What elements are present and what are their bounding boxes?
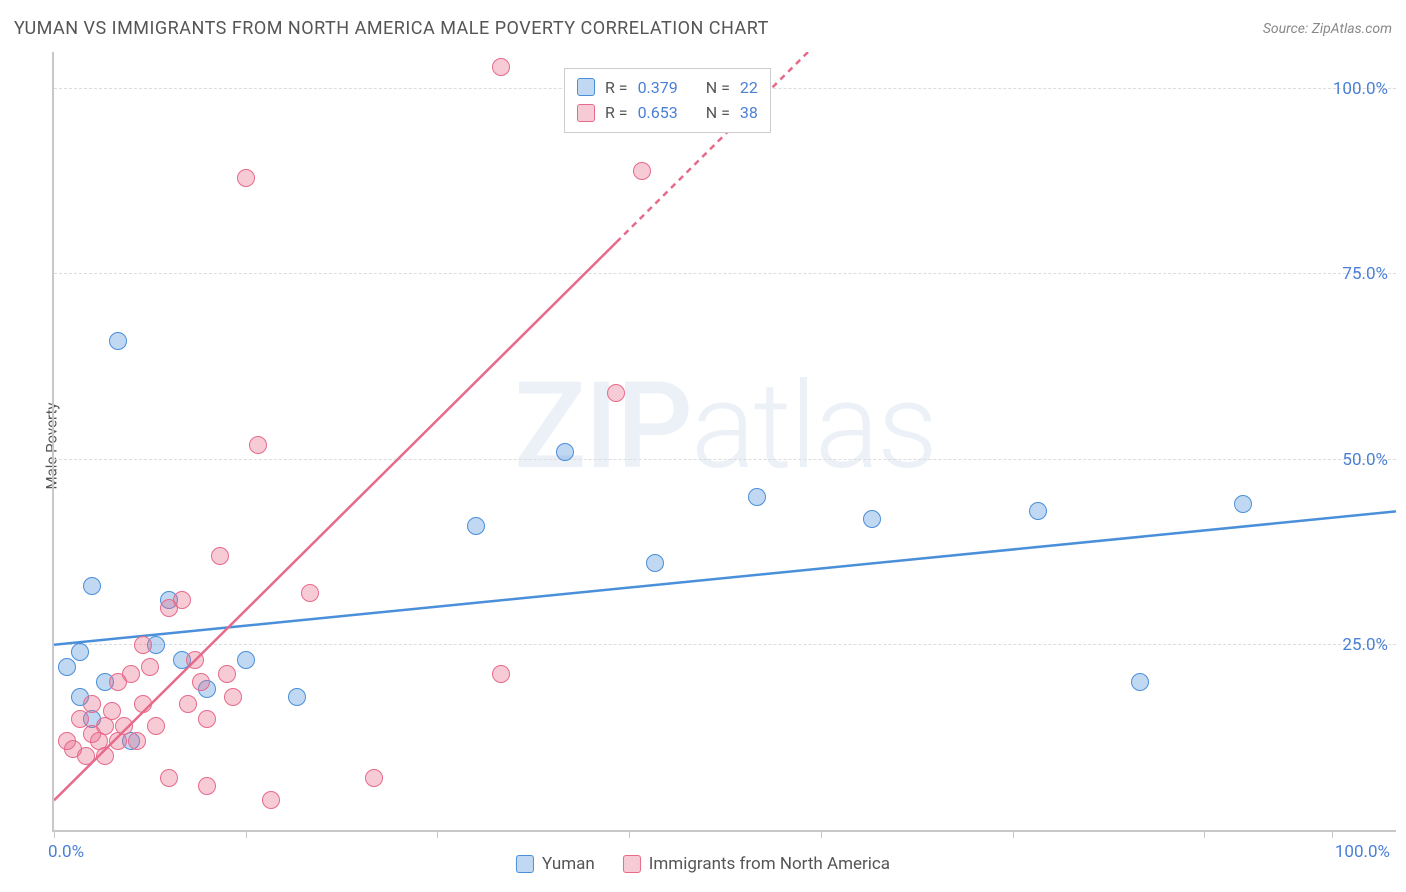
- legend-swatch: [516, 855, 534, 873]
- y-tick-label: 100.0%: [1333, 79, 1388, 99]
- y-tick-label: 25.0%: [1342, 635, 1388, 655]
- stats-legend: R = 0.379 N = 22 R = 0.653 N = 38: [564, 68, 771, 133]
- series-legend: Yuman Immigrants from North America: [516, 854, 890, 874]
- data-point: [1029, 502, 1047, 520]
- scatter-plot: ZIPatlas 25.0%50.0%75.0%100.0%0.0%100.0%…: [52, 52, 1396, 832]
- data-point: [1234, 495, 1252, 513]
- legend-swatch: [623, 855, 641, 873]
- legend-label: Immigrants from North America: [649, 854, 890, 874]
- n-value: 38: [740, 100, 758, 126]
- data-point: [218, 665, 236, 683]
- data-point: [237, 651, 255, 669]
- data-point: [198, 710, 216, 728]
- data-point: [288, 688, 306, 706]
- r-label: R =: [605, 100, 628, 126]
- x-tick: [1204, 830, 1205, 838]
- data-point: [109, 332, 127, 350]
- stats-row: R = 0.653 N = 38: [577, 100, 758, 126]
- data-point: [646, 554, 664, 572]
- data-point: [365, 769, 383, 787]
- legend-item: Yuman: [516, 854, 595, 874]
- data-point: [173, 591, 191, 609]
- data-point: [128, 732, 146, 750]
- data-point: [863, 510, 881, 528]
- data-point: [96, 747, 114, 765]
- data-point: [467, 517, 485, 535]
- n-label: N =: [706, 100, 730, 126]
- data-point: [71, 643, 89, 661]
- data-point: [301, 584, 319, 602]
- x-tick: [821, 830, 822, 838]
- data-point: [1131, 673, 1149, 691]
- n-label: N =: [706, 75, 730, 101]
- data-point: [556, 443, 574, 461]
- x-tick-label: 100.0%: [1335, 842, 1390, 862]
- x-tick: [246, 830, 247, 838]
- n-value: 22: [740, 75, 758, 101]
- gridline: [54, 644, 1396, 645]
- y-tick-label: 50.0%: [1342, 450, 1388, 470]
- data-point: [71, 710, 89, 728]
- data-point: [122, 665, 140, 683]
- x-tick-label: 0.0%: [48, 842, 84, 862]
- watermark-bold: ZIP: [514, 357, 691, 497]
- legend-swatch: [577, 104, 595, 122]
- data-point: [237, 169, 255, 187]
- data-point: [186, 651, 204, 669]
- data-point: [134, 636, 152, 654]
- data-point: [115, 717, 133, 735]
- watermark-light: atlas: [691, 357, 936, 497]
- legend-swatch: [577, 78, 595, 96]
- x-tick: [54, 830, 55, 838]
- legend-item: Immigrants from North America: [623, 854, 890, 874]
- data-point: [179, 695, 197, 713]
- data-point: [198, 777, 216, 795]
- legend-label: Yuman: [542, 854, 595, 874]
- x-tick: [437, 830, 438, 838]
- data-point: [492, 665, 510, 683]
- data-point: [492, 58, 510, 76]
- data-point: [147, 717, 165, 735]
- chart-title: YUMAN VS IMMIGRANTS FROM NORTH AMERICA M…: [14, 18, 769, 39]
- x-tick: [1013, 830, 1014, 838]
- data-point: [77, 747, 95, 765]
- data-point: [160, 769, 178, 787]
- data-point: [633, 162, 651, 180]
- data-point: [249, 436, 267, 454]
- data-point: [83, 577, 101, 595]
- r-value: 0.653: [638, 100, 678, 126]
- data-point: [211, 547, 229, 565]
- gridline: [54, 273, 1396, 274]
- source-attribution: Source: ZipAtlas.com: [1263, 21, 1392, 37]
- x-tick: [1332, 830, 1333, 838]
- x-tick: [629, 830, 630, 838]
- data-point: [58, 658, 76, 676]
- data-point: [224, 688, 242, 706]
- data-point: [141, 658, 159, 676]
- y-tick-label: 75.0%: [1342, 264, 1388, 284]
- r-label: R =: [605, 75, 628, 101]
- watermark: ZIPatlas: [514, 357, 936, 497]
- data-point: [192, 673, 210, 691]
- gridline: [54, 459, 1396, 460]
- data-point: [134, 695, 152, 713]
- r-value: 0.379: [638, 75, 678, 101]
- chart-header: YUMAN VS IMMIGRANTS FROM NORTH AMERICA M…: [14, 18, 1392, 39]
- data-point: [262, 791, 280, 809]
- data-point: [748, 488, 766, 506]
- stats-row: R = 0.379 N = 22: [577, 75, 758, 101]
- data-point: [83, 695, 101, 713]
- data-point: [607, 384, 625, 402]
- data-point: [103, 702, 121, 720]
